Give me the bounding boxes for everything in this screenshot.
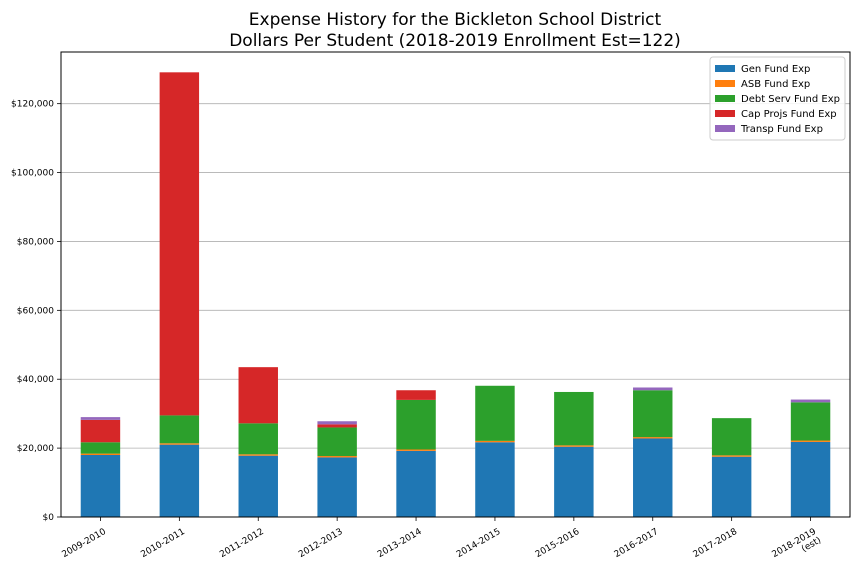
x-tick-label: 2017-2018 — [692, 527, 740, 560]
bar-segment — [554, 391, 594, 446]
bar-segment — [80, 417, 121, 420]
legend-swatch — [715, 125, 735, 132]
bar-segment — [396, 449, 436, 451]
bar-segment — [475, 440, 515, 443]
legend-label: ASB Fund Exp — [741, 79, 810, 90]
y-tick-label: $80,000 — [17, 237, 54, 247]
bar-segment — [790, 402, 831, 441]
y-tick-label: $40,000 — [17, 375, 54, 385]
chart-title: Expense History for the Bickleton School… — [249, 10, 662, 30]
bar-segment — [80, 419, 121, 443]
x-tick-label: 2016-2017 — [613, 527, 660, 560]
legend-swatch — [715, 110, 735, 117]
y-tick-label: $20,000 — [17, 444, 54, 454]
bar-segment — [475, 385, 515, 441]
bar-segment — [317, 421, 357, 425]
bar-segment — [633, 387, 673, 391]
bar-segment — [317, 457, 357, 517]
bar-segment — [475, 442, 515, 517]
bar-segment — [554, 445, 594, 447]
bar-segment — [711, 455, 752, 457]
bar-segment — [159, 415, 200, 444]
x-axis: 2009-2010 2010-2011 2011-2012 2012-2013 2013… — [60, 517, 824, 569]
bar-segment — [633, 390, 673, 438]
bar-segment — [238, 367, 278, 424]
legend-swatch — [715, 80, 735, 87]
legend-swatch — [715, 65, 735, 72]
bar-segment — [790, 399, 831, 403]
chart-subtitle: Dollars Per Student (2018-2019 Enrollmen… — [229, 31, 681, 51]
bar-segment — [396, 390, 436, 400]
y-tick-label: $0 — [43, 513, 55, 523]
bar-segment — [790, 441, 831, 517]
bar-segment — [159, 444, 200, 517]
bar-segment — [711, 418, 752, 456]
x-tick-label: 2012-2013 — [297, 527, 344, 560]
bar-segment — [633, 438, 673, 517]
y-tick-label: $100,000 — [11, 169, 54, 179]
bar-segment — [317, 456, 357, 458]
y-tick-label: $120,000 — [11, 100, 54, 110]
bar-segment — [159, 72, 200, 416]
bar-segment — [317, 424, 357, 428]
bar-segment — [396, 399, 436, 450]
x-tick-label: 2014-2015 — [455, 527, 502, 560]
bar-segment — [711, 456, 752, 517]
legend-label: Transp Fund Exp — [740, 124, 823, 135]
bar-segment — [790, 440, 831, 442]
legend-swatch — [715, 95, 735, 102]
x-tick-label: 2010-2011 — [139, 527, 186, 560]
y-tick-label: $60,000 — [17, 306, 54, 316]
x-tick-label: 2009-2010 — [60, 527, 108, 560]
bar-segment — [633, 437, 673, 439]
bar-segment — [238, 454, 278, 456]
legend-box — [709, 56, 846, 141]
bar-segment — [554, 446, 594, 517]
y-axis: $0 $20,000 $40,000 $60,000 $80,000 $100,000 $1… — [11, 100, 61, 523]
x-tick-label: 2018-2019(est) — [771, 527, 824, 569]
bar-segment — [80, 453, 121, 455]
plot-frame — [60, 51, 851, 518]
legend-label: Cap Projs Fund Exp — [741, 109, 837, 120]
bar-segment — [80, 455, 121, 517]
legend: Gen Fund Exp ASB Fund Exp Debt Serv Fund E… — [709, 56, 846, 141]
legend-label: Gen Fund Exp — [741, 64, 810, 75]
legend-label: Debt Serv Fund Exp — [741, 94, 840, 105]
bar-segment — [317, 427, 357, 457]
bar-segment — [396, 450, 436, 517]
bars — [80, 72, 831, 517]
bar-segment — [80, 442, 121, 454]
x-tick-label: 2015-2016 — [534, 527, 582, 560]
bar-segment — [238, 455, 278, 517]
bar-segment — [159, 443, 200, 445]
x-tick-label: 2011-2012 — [218, 527, 265, 560]
bar-segment — [238, 423, 278, 455]
x-tick-label: 2013-2014 — [376, 527, 424, 560]
